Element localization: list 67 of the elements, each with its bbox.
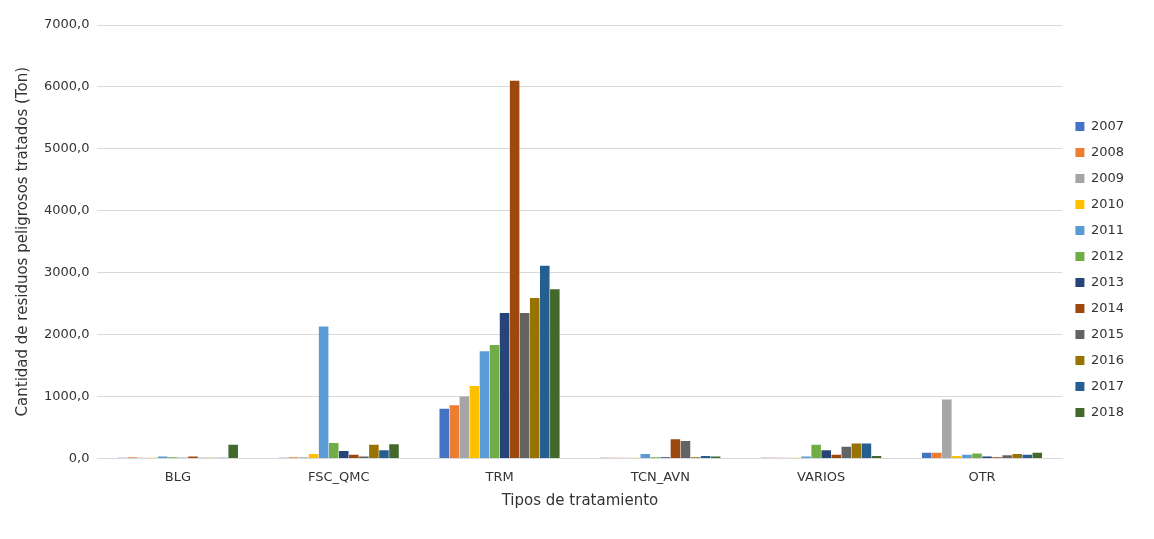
bar (861, 443, 872, 458)
bar (449, 405, 460, 458)
bar (1002, 455, 1012, 458)
bar (479, 351, 490, 458)
x-tick-label: BLG (164, 468, 192, 484)
bar (680, 441, 691, 458)
x-tick-label: VARIOS (797, 468, 846, 484)
bar (369, 444, 379, 458)
bar (519, 312, 530, 458)
y-tick-label: 6000,0 (43, 78, 90, 94)
bar (821, 450, 831, 458)
bar (640, 454, 651, 458)
bar (469, 385, 480, 458)
y-tick-label: 4000,0 (43, 202, 90, 218)
bar (439, 408, 450, 458)
bar (1012, 454, 1022, 458)
bar (318, 326, 329, 458)
legend-label: 2015 (1090, 325, 1125, 341)
legend-label: 2009 (1090, 169, 1125, 185)
x-tick-label: OTR (968, 468, 996, 484)
bar (962, 454, 972, 458)
legend-label: 2007 (1090, 117, 1125, 133)
x-tick-label: TRM (484, 468, 514, 484)
y-tick-label: 3000,0 (43, 264, 90, 280)
legend-label: 2018 (1090, 403, 1125, 419)
bar (228, 444, 238, 458)
bar (972, 453, 982, 458)
y-tick-label: 2000,0 (43, 325, 90, 341)
bar (942, 399, 952, 458)
bar (841, 446, 852, 458)
bar (1032, 452, 1043, 458)
bar (459, 396, 470, 458)
bar (338, 450, 349, 458)
legend-label: 2014 (1090, 299, 1125, 315)
y-tick-label: 7000,0 (43, 16, 90, 32)
bar (921, 452, 932, 458)
bar (489, 345, 500, 458)
bar (389, 444, 399, 458)
bar (509, 80, 520, 458)
bar (349, 454, 359, 458)
x-tick-label: FSC_QMC (307, 468, 370, 484)
bar (811, 444, 821, 458)
legend-label: 2012 (1090, 247, 1125, 263)
bar (499, 312, 510, 458)
x-tick-label: TCN_AVN (629, 468, 690, 484)
bar (851, 443, 862, 458)
bar (670, 439, 681, 458)
x-axis-title: Tipos de tratamiento (500, 490, 659, 509)
bar (328, 442, 339, 458)
legend-label: 2010 (1090, 195, 1125, 211)
legend-label: 2011 (1090, 221, 1125, 237)
y-tick-label: 0,0 (68, 449, 90, 465)
bar (308, 454, 319, 458)
bar (1022, 454, 1033, 458)
y-tick-label: 1000,0 (43, 387, 90, 403)
bar (550, 289, 560, 458)
bar (831, 454, 842, 458)
bar (540, 265, 550, 458)
bar (529, 298, 540, 458)
legend-label: 2017 (1090, 377, 1125, 393)
legend-label: 2008 (1090, 143, 1125, 159)
y-tick-label: 5000,0 (43, 140, 90, 156)
legend-label: 2013 (1090, 273, 1125, 289)
bar (379, 450, 389, 458)
y-axis-title: Cantidad de residuos peligrosos tratados (Ton) (12, 67, 31, 417)
bar (932, 452, 942, 458)
legend-label: 2016 (1090, 351, 1125, 367)
